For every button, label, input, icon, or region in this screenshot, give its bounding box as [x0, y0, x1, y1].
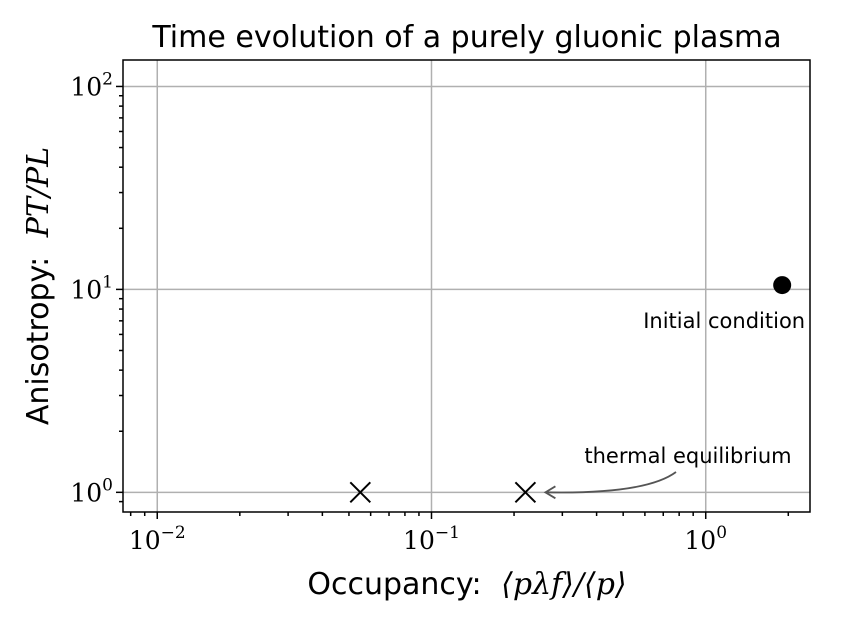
x-tick-exponent: −1	[435, 523, 460, 543]
initial-condition-point	[773, 276, 792, 295]
y-tick-label: 102	[70, 69, 113, 101]
annotations: thermal equilibrium	[543, 444, 792, 500]
x-tick-exponent: −2	[161, 523, 186, 543]
y-tick-label: 100	[70, 475, 113, 507]
initial-condition-label: Initial condition	[643, 309, 805, 333]
grid-lines	[123, 60, 810, 512]
annotation-arrow	[545, 471, 677, 494]
major-ticks	[116, 85, 707, 519]
y-tick-exponent: 2	[102, 69, 113, 89]
x-marker-point	[349, 481, 372, 504]
data-points: Initial condition	[349, 276, 805, 504]
plot-frame	[122, 59, 811, 513]
x-tick-base: 10	[684, 526, 716, 555]
x-tick-label: 10−1	[403, 523, 460, 555]
y-axis-label-text: Anisotropy:	[21, 257, 56, 425]
y-tick-base: 10	[70, 275, 102, 304]
y-tick-exponent: 0	[102, 475, 113, 495]
x-tick-exponent: 0	[716, 523, 727, 543]
x-tick-base: 10	[129, 526, 161, 555]
y-tick-base: 10	[70, 478, 102, 507]
x-axis-label-math: ⟨pλf⟩/⟨p⟩	[501, 567, 626, 602]
chart-title: Time evolution of a purely gluonic plasm…	[151, 20, 781, 55]
x-tick-label: 100	[684, 523, 727, 555]
x-marker-point	[514, 481, 537, 504]
y-tick-label: 101	[70, 272, 113, 304]
x-axis-label: Occupancy: ⟨pλf⟩/⟨p⟩	[307, 567, 626, 602]
x-tick-base: 10	[403, 526, 435, 555]
annotation-arrowhead	[543, 485, 556, 500]
y-tick-base: 10	[70, 72, 102, 101]
x-axis-label-text: Occupancy:	[307, 567, 481, 602]
y-axis-label-math: PT/PL	[21, 147, 56, 238]
x-tick-label: 10−2	[129, 523, 186, 555]
thermal-equilibrium-label: thermal equilibrium	[584, 444, 791, 468]
y-tick-exponent: 1	[102, 272, 113, 292]
y-axis-label: Anisotropy: PT/PL	[21, 147, 56, 425]
